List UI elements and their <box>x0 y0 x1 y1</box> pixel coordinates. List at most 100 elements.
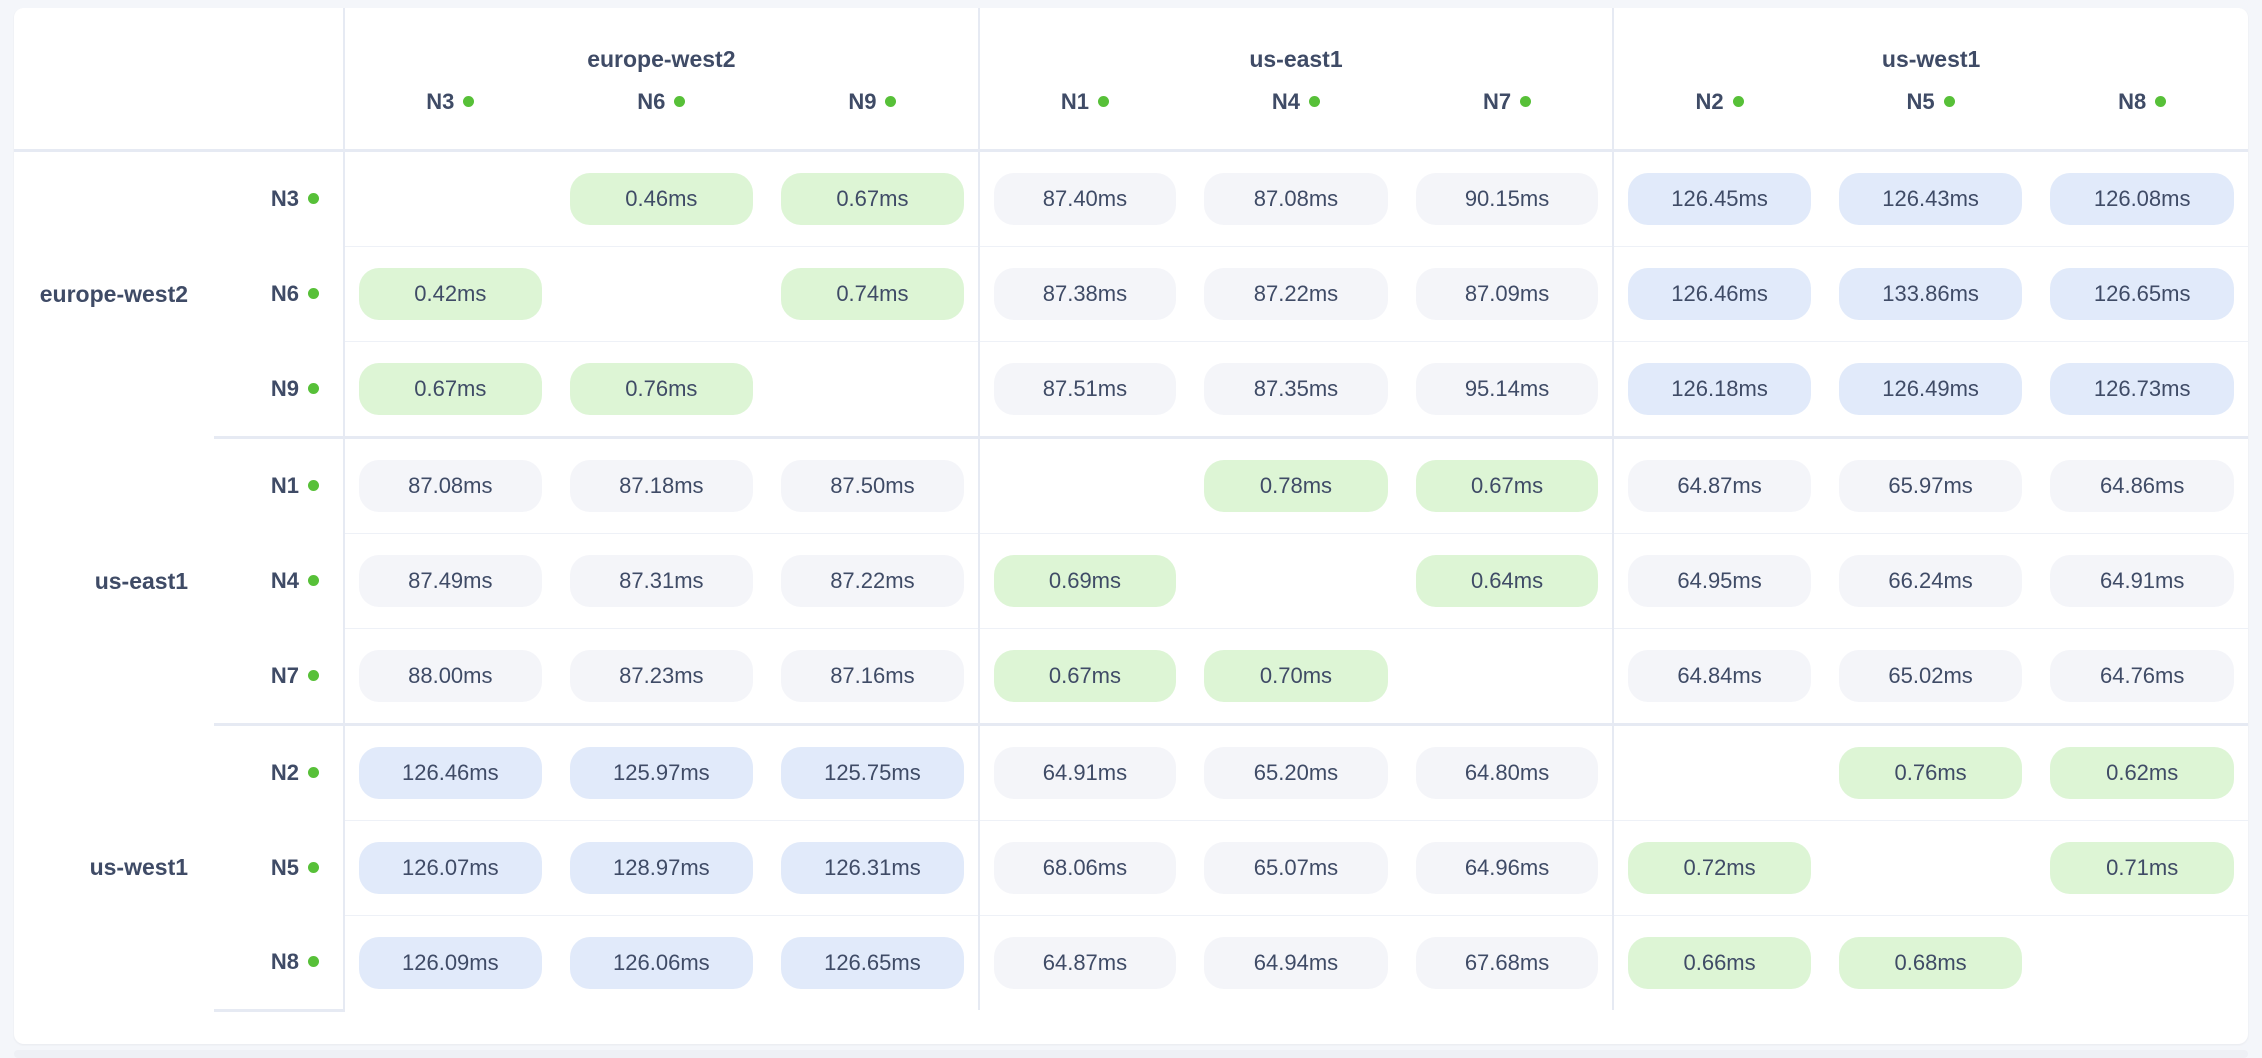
latency-cell[interactable]: 87.49ms <box>343 533 556 629</box>
latency-cell[interactable]: 126.45ms <box>1612 150 1825 247</box>
latency-cell[interactable]: 0.42ms <box>343 246 556 342</box>
latency-cell[interactable] <box>1190 533 1402 629</box>
latency-cell[interactable]: 126.65ms <box>767 915 979 1010</box>
latency-cell[interactable]: 0.64ms <box>1401 533 1614 629</box>
latency-cell[interactable] <box>555 246 768 342</box>
latency-cell[interactable]: 65.97ms <box>1824 437 2037 534</box>
latency-cell[interactable]: 87.35ms <box>1190 341 1402 439</box>
row-node-label-n8[interactable]: N8 <box>214 915 346 1012</box>
latency-cell[interactable]: 65.07ms <box>1190 820 1402 916</box>
latency-cell[interactable] <box>1612 724 1825 821</box>
latency-cell[interactable]: 87.16ms <box>767 628 979 726</box>
latency-cell[interactable]: 0.78ms <box>1190 437 1402 534</box>
latency-cell[interactable]: 87.40ms <box>977 150 1191 247</box>
latency-cell[interactable]: 126.07ms <box>343 820 556 916</box>
latency-cell[interactable] <box>767 341 979 439</box>
latency-cell[interactable]: 0.68ms <box>1824 915 2037 1010</box>
latency-cell[interactable]: 0.74ms <box>767 246 979 342</box>
latency-cell[interactable]: 133.86ms <box>1824 246 2037 342</box>
latency-cell[interactable]: 0.62ms <box>2036 724 2248 821</box>
latency-cell[interactable]: 0.67ms <box>343 341 556 439</box>
row-node-label-n7[interactable]: N7 <box>214 628 346 726</box>
latency-cell[interactable]: 87.18ms <box>555 437 768 534</box>
row-node-label-n4[interactable]: N4 <box>214 533 346 629</box>
column-header-node-n3[interactable]: N3 <box>343 79 556 152</box>
latency-cell[interactable]: 0.46ms <box>555 150 768 247</box>
latency-cell[interactable]: 65.02ms <box>1824 628 2037 726</box>
latency-cell[interactable]: 0.67ms <box>767 150 979 247</box>
latency-cell[interactable] <box>1824 820 2037 916</box>
latency-cell[interactable]: 64.91ms <box>2036 533 2248 629</box>
latency-cell[interactable]: 87.08ms <box>343 437 556 534</box>
latency-cell[interactable]: 64.86ms <box>2036 437 2248 534</box>
row-node-label-n2[interactable]: N2 <box>214 724 346 821</box>
latency-cell[interactable] <box>977 437 1191 534</box>
latency-cell[interactable]: 64.96ms <box>1401 820 1614 916</box>
latency-cell[interactable]: 87.51ms <box>977 341 1191 439</box>
latency-cell[interactable]: 64.94ms <box>1190 915 1402 1010</box>
latency-cell[interactable]: 64.80ms <box>1401 724 1614 821</box>
column-header-node-n6[interactable]: N6 <box>555 79 768 152</box>
latency-cell[interactable]: 126.49ms <box>1824 341 2037 439</box>
row-node-label-n1[interactable]: N1 <box>214 437 346 534</box>
row-node-label-n9[interactable]: N9 <box>214 341 346 439</box>
row-node-label-n3[interactable]: N3 <box>214 150 346 247</box>
latency-cell[interactable]: 64.91ms <box>977 724 1191 821</box>
column-header-node-n9[interactable]: N9 <box>767 79 979 152</box>
latency-cell[interactable]: 66.24ms <box>1824 533 2037 629</box>
latency-cell[interactable]: 126.65ms <box>2036 246 2248 342</box>
latency-cell[interactable]: 95.14ms <box>1401 341 1614 439</box>
latency-cell[interactable]: 87.50ms <box>767 437 979 534</box>
latency-cell[interactable]: 87.22ms <box>767 533 979 629</box>
latency-cell[interactable]: 65.20ms <box>1190 724 1402 821</box>
latency-cell[interactable]: 64.76ms <box>2036 628 2248 726</box>
latency-cell[interactable]: 87.09ms <box>1401 246 1614 342</box>
column-header-node-n8[interactable]: N8 <box>2036 79 2248 152</box>
latency-cell[interactable]: 64.87ms <box>977 915 1191 1010</box>
latency-cell[interactable]: 68.06ms <box>977 820 1191 916</box>
latency-cell[interactable]: 126.31ms <box>767 820 979 916</box>
column-header-node-n1[interactable]: N1 <box>977 79 1191 152</box>
latency-cell[interactable]: 87.38ms <box>977 246 1191 342</box>
latency-cell[interactable]: 87.22ms <box>1190 246 1402 342</box>
latency-cell[interactable]: 0.76ms <box>1824 724 2037 821</box>
latency-cell[interactable]: 126.09ms <box>343 915 556 1010</box>
latency-cell[interactable]: 64.95ms <box>1612 533 1825 629</box>
latency-cell[interactable]: 0.67ms <box>977 628 1191 726</box>
latency-cell[interactable]: 0.69ms <box>977 533 1191 629</box>
latency-cell[interactable]: 126.73ms <box>2036 341 2248 439</box>
latency-cell[interactable]: 126.18ms <box>1612 341 1825 439</box>
column-header-node-n4[interactable]: N4 <box>1190 79 1402 152</box>
latency-cell[interactable]: 0.72ms <box>1612 820 1825 916</box>
latency-cell[interactable]: 67.68ms <box>1401 915 1614 1010</box>
latency-cell[interactable]: 0.71ms <box>2036 820 2248 916</box>
latency-cell[interactable]: 126.46ms <box>1612 246 1825 342</box>
column-header-node-n5[interactable]: N5 <box>1824 79 2037 152</box>
latency-cell[interactable] <box>1401 628 1614 726</box>
latency-cell[interactable] <box>2036 915 2248 1010</box>
latency-cell[interactable]: 126.46ms <box>343 724 556 821</box>
latency-cell[interactable]: 125.97ms <box>555 724 768 821</box>
latency-cell[interactable]: 0.67ms <box>1401 437 1614 534</box>
latency-cell[interactable]: 125.75ms <box>767 724 979 821</box>
row-node-label-n6[interactable]: N6 <box>214 246 346 342</box>
latency-cell[interactable]: 87.23ms <box>555 628 768 726</box>
latency-cell[interactable]: 128.97ms <box>555 820 768 916</box>
row-node-label-n5[interactable]: N5 <box>214 820 346 916</box>
latency-cell[interactable]: 87.31ms <box>555 533 768 629</box>
latency-cell[interactable]: 64.87ms <box>1612 437 1825 534</box>
latency-cell[interactable]: 90.15ms <box>1401 150 1614 247</box>
column-header-node-n2[interactable]: N2 <box>1612 79 1825 152</box>
horizontal-scrollbar[interactable] <box>14 1050 2248 1058</box>
latency-cell[interactable]: 0.70ms <box>1190 628 1402 726</box>
latency-cell[interactable]: 0.66ms <box>1612 915 1825 1010</box>
latency-cell[interactable]: 126.43ms <box>1824 150 2037 247</box>
latency-cell[interactable]: 126.08ms <box>2036 150 2248 247</box>
column-header-node-n7[interactable]: N7 <box>1401 79 1614 152</box>
latency-cell[interactable]: 0.76ms <box>555 341 768 439</box>
latency-cell[interactable]: 88.00ms <box>343 628 556 726</box>
latency-cell[interactable]: 126.06ms <box>555 915 768 1010</box>
latency-cell[interactable]: 87.08ms <box>1190 150 1402 247</box>
latency-cell[interactable]: 64.84ms <box>1612 628 1825 726</box>
latency-cell[interactable] <box>343 150 556 247</box>
